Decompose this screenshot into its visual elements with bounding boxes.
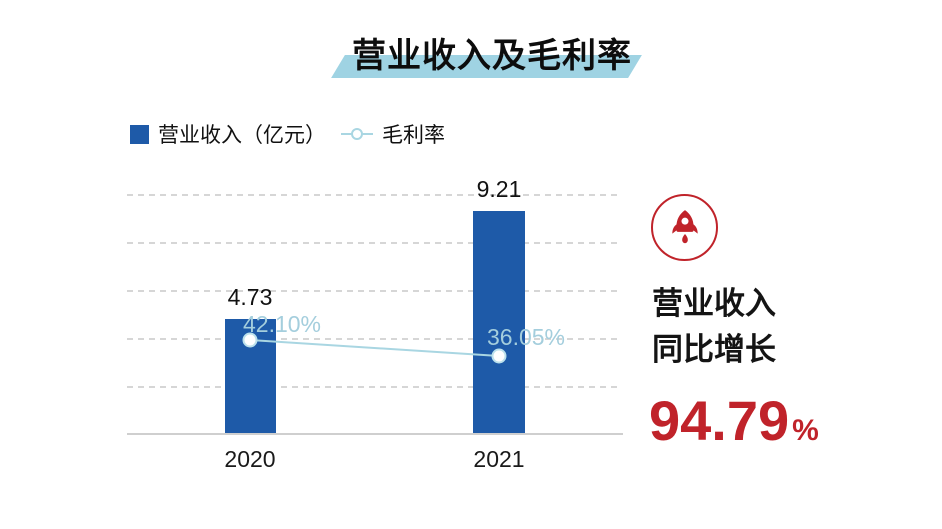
gridline [127, 242, 621, 244]
chart-legend: 营业收入（亿元） 毛利率 [130, 121, 445, 147]
bar-series-swatch-icon [130, 124, 149, 144]
kpi-caption: 营业收入 同比增长 [652, 281, 776, 373]
plot-area: 4.73 9.21 42.10% 36.05% 2020 2021 [127, 170, 623, 472]
kpi-growth-number: 94.79 [649, 389, 790, 452]
rocket-badge [651, 194, 718, 261]
gridline [127, 386, 621, 388]
page-title: 营业收入及毛利率 [352, 37, 632, 75]
bar-value-label-2020: 4.73 [227, 284, 273, 310]
legend-label-revenue: 营业收入（亿元） [158, 124, 326, 147]
x-tick-2020: 2020 [224, 446, 276, 472]
kpi-growth-unit: % [792, 414, 819, 447]
gridline [127, 290, 621, 292]
x-tick-2021: 2021 [473, 446, 525, 472]
kpi-growth-value: 94.79% [649, 388, 819, 453]
rocket-icon [671, 209, 698, 243]
line-series-marker-icon [341, 127, 373, 141]
line-marker-2020 [242, 332, 258, 348]
gross-margin-line [242, 332, 507, 364]
legend-label-gross-margin: 毛利率 [382, 124, 445, 147]
kpi-caption-line2: 同比增长 [652, 332, 776, 367]
gridline [127, 338, 621, 340]
revenue-bar-2021 [473, 211, 525, 433]
line-marker-2021 [491, 348, 507, 364]
margin-label-2020: 42.10% [243, 311, 322, 337]
kpi-caption-line1: 营业收入 [652, 286, 776, 321]
gridline [127, 194, 621, 196]
bar-value-label-2021: 9.21 [476, 176, 522, 202]
margin-label-2021: 36.05% [487, 324, 566, 350]
